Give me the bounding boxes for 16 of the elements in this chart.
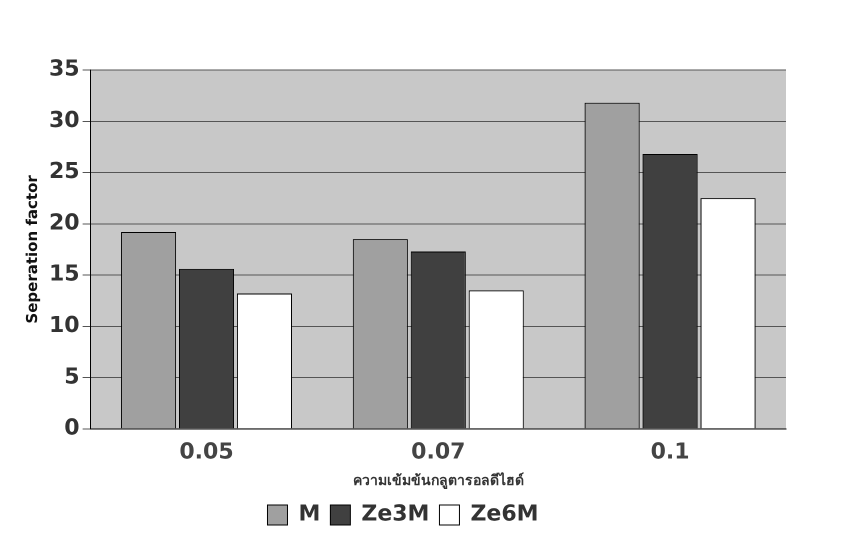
y-axis-title: Seperation factor (22, 174, 41, 324)
legend-label: M (298, 502, 320, 527)
x-tick-label: 0.07 (411, 440, 466, 465)
x-tick-label: 0.05 (179, 440, 234, 465)
y-tick-label: 0 (64, 416, 80, 441)
y-tick-label: 10 (48, 313, 80, 338)
y-tick-label: 5 (64, 364, 80, 390)
y-tick-label: 35 (48, 56, 80, 82)
legend-label: Ze3M (361, 502, 430, 527)
y-tick-label: 15 (48, 262, 80, 287)
y-tick-label: 20 (48, 210, 80, 236)
y-tick-label: 25 (48, 159, 80, 184)
x-tick-label: 0.1 (650, 440, 690, 465)
y-tick-label: 30 (48, 108, 80, 133)
x-axis-title: ความเข้มข้นกลูตารอลดีไฮด์ (352, 471, 524, 490)
legend-label: Ze6M (470, 502, 539, 527)
